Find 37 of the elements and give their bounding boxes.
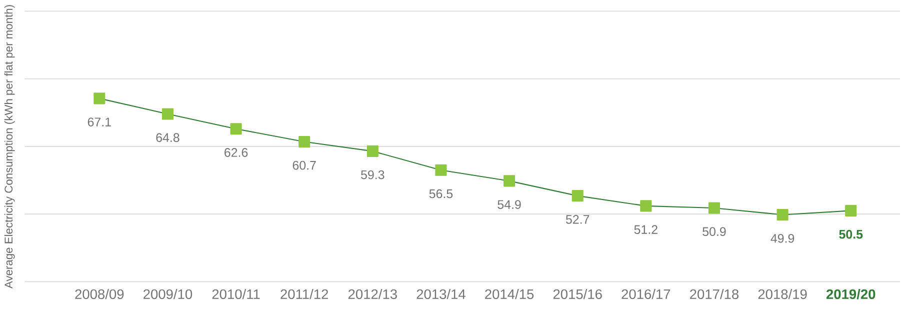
point — [776, 208, 788, 221]
x-tick-label: 2013/14 — [416, 288, 466, 300]
point — [640, 200, 652, 212]
data-label: 51.2 — [634, 225, 658, 234]
y-axis-title: Average Electricity Consumption (kWh per flat per month) — [4, 5, 15, 289]
x-tick-label: 2018/19 — [758, 288, 807, 300]
data-label: 49.9 — [770, 234, 794, 243]
x-tick-label: 2014/15 — [485, 288, 534, 300]
point — [162, 108, 174, 120]
x-tick-label: 2012/13 — [348, 288, 397, 300]
x-tick-label: 2010/11 — [212, 288, 260, 300]
data-label: 50.9 — [702, 227, 726, 236]
data-label: 60.7 — [292, 160, 316, 170]
x-tick-label: 2011/12 — [280, 288, 328, 300]
point — [572, 190, 584, 202]
x-tick-label: 2008/09 — [75, 288, 124, 300]
data-label: 67.1 — [88, 118, 111, 126]
point — [366, 145, 378, 157]
point — [504, 175, 516, 187]
point — [298, 136, 310, 148]
data-label: 56.5 — [429, 189, 453, 198]
point — [708, 202, 720, 214]
data-label: 62.6 — [224, 148, 248, 157]
x-tick-label: 2017/18 — [690, 288, 739, 300]
data-label: 50.5 — [839, 230, 863, 239]
data-label: 64.8 — [156, 133, 180, 142]
x-tick-label: 2015/16 — [553, 288, 602, 300]
point — [435, 164, 447, 176]
x-tick-label: 2009/10 — [144, 288, 192, 300]
data-label: 52.7 — [566, 215, 590, 224]
x-tick-label: 2019/20 — [826, 288, 876, 300]
x-tick-label: 2016/17 — [622, 288, 670, 300]
point — [230, 123, 242, 135]
point — [845, 204, 857, 216]
point — [94, 92, 106, 104]
data-label: 54.9 — [498, 200, 521, 209]
data-label: 59.3 — [361, 170, 384, 180]
